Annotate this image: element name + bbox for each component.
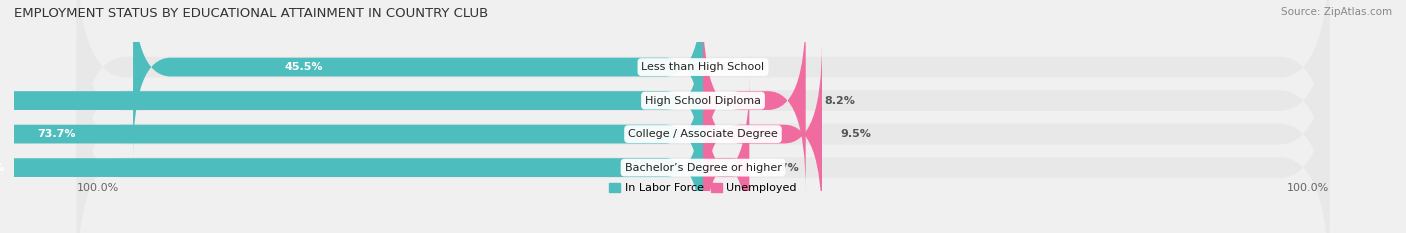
FancyBboxPatch shape [77, 10, 1329, 233]
FancyBboxPatch shape [134, 0, 703, 158]
Text: EMPLOYMENT STATUS BY EDUCATIONAL ATTAINMENT IN COUNTRY CLUB: EMPLOYMENT STATUS BY EDUCATIONAL ATTAINM… [14, 7, 488, 20]
Text: High School Diploma: High School Diploma [645, 96, 761, 106]
FancyBboxPatch shape [77, 44, 1329, 233]
Text: Less than High School: Less than High School [641, 62, 765, 72]
FancyBboxPatch shape [0, 43, 703, 225]
Text: 73.7%: 73.7% [38, 129, 76, 139]
Text: College / Associate Degree: College / Associate Degree [628, 129, 778, 139]
Legend: In Labor Force, Unemployed: In Labor Force, Unemployed [605, 178, 801, 197]
Text: 100.0%: 100.0% [77, 183, 120, 193]
Text: Bachelor’s Degree or higher: Bachelor’s Degree or higher [624, 163, 782, 173]
FancyBboxPatch shape [703, 9, 806, 192]
FancyBboxPatch shape [0, 9, 703, 192]
Text: 81.8%: 81.8% [0, 163, 6, 173]
Text: 9.5%: 9.5% [841, 129, 872, 139]
FancyBboxPatch shape [703, 43, 823, 225]
Text: 100.0%: 100.0% [1286, 183, 1329, 193]
FancyBboxPatch shape [703, 76, 749, 233]
Text: Source: ZipAtlas.com: Source: ZipAtlas.com [1281, 7, 1392, 17]
FancyBboxPatch shape [0, 76, 703, 233]
Text: 8.2%: 8.2% [824, 96, 855, 106]
FancyBboxPatch shape [77, 0, 1329, 191]
FancyBboxPatch shape [77, 0, 1329, 224]
Text: 45.5%: 45.5% [285, 62, 323, 72]
Text: 0.0%: 0.0% [721, 62, 752, 72]
Text: 3.7%: 3.7% [768, 163, 799, 173]
